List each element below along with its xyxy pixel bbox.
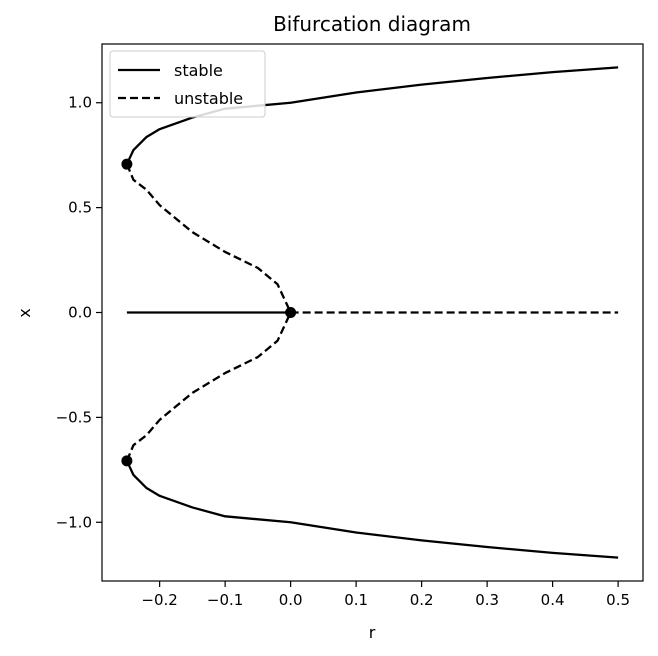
y-tick-label: −1.0 [56, 513, 92, 531]
y-tick-label: 1.0 [68, 94, 92, 112]
y-tick-label: 0.5 [68, 199, 92, 217]
x-tick-label: 0.2 [410, 591, 434, 609]
plot-area [121, 66, 619, 559]
y-tick-label: 0.0 [68, 304, 92, 322]
x-tick-label: 0.3 [475, 591, 499, 609]
ticks: −0.2 −0.1 0.0 0.1 0.2 0.3 0.4 0.5 1.0 0.5 0.0 −0.5 −… [56, 94, 630, 609]
series-unstable-line-4 [125, 163, 292, 313]
legend-label-stable: stable [174, 61, 223, 80]
x-tick-label: 0.0 [279, 591, 303, 609]
y-axis-label: x [15, 308, 34, 317]
series-unstable-line-5 [125, 312, 292, 462]
x-tick-label: 0.5 [606, 591, 630, 609]
x-axis-label: r [369, 623, 376, 642]
x-tick-label: −0.2 [141, 591, 177, 609]
series-stable-line-1 [125, 460, 619, 559]
legend-label-unstable: unstable [174, 89, 243, 108]
bifurcation-point-2 [285, 307, 297, 318]
y-tick-label: −0.5 [56, 408, 92, 426]
x-tick-label: −0.1 [207, 591, 243, 609]
bifurcation-point-0 [121, 158, 133, 170]
legend: stable unstable [109, 50, 266, 118]
x-tick-label: 0.1 [344, 591, 368, 609]
x-tick-label: 0.4 [541, 591, 565, 609]
chart-title: Bifurcation diagram [273, 12, 471, 36]
bifurcation-point-1 [121, 455, 133, 467]
legend-box [109, 50, 266, 118]
